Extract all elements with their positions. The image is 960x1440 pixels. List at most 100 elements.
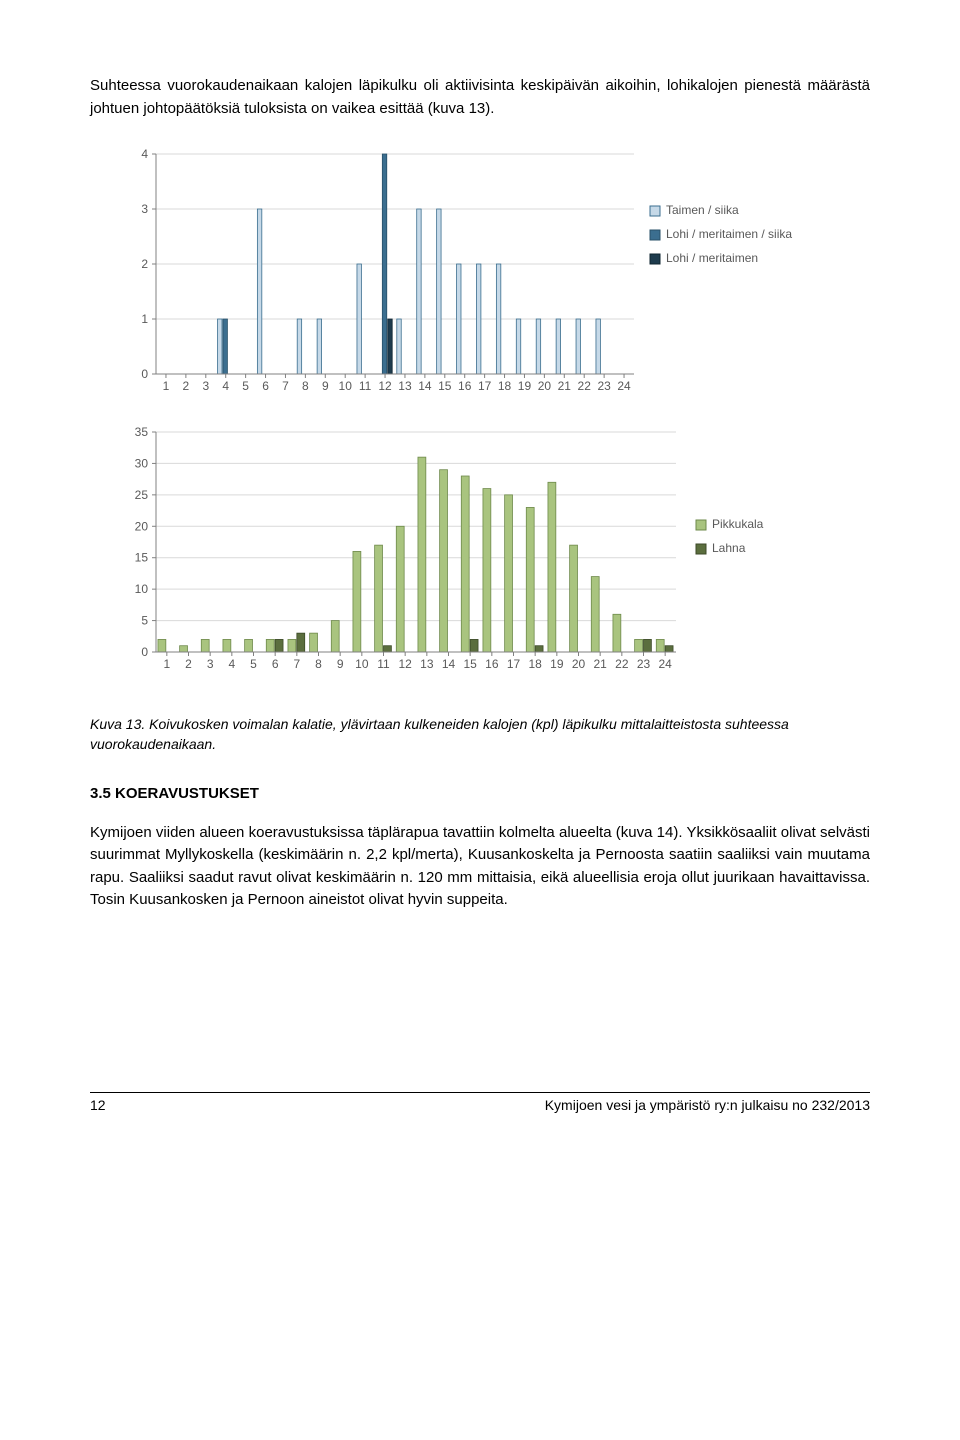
svg-text:3: 3 — [141, 202, 148, 216]
svg-text:14: 14 — [418, 379, 432, 393]
svg-text:8: 8 — [315, 657, 322, 671]
chart-1-container: 0123412345678910111213141516171819202122… — [120, 140, 840, 400]
svg-text:10: 10 — [135, 582, 149, 596]
svg-text:6: 6 — [262, 379, 269, 393]
svg-text:10: 10 — [339, 379, 353, 393]
bar — [526, 507, 534, 652]
svg-text:10: 10 — [355, 657, 369, 671]
svg-text:6: 6 — [272, 657, 279, 671]
svg-text:18: 18 — [498, 379, 512, 393]
svg-text:1: 1 — [163, 379, 170, 393]
bar — [397, 319, 401, 374]
bar — [536, 319, 540, 374]
svg-text:13: 13 — [420, 657, 434, 671]
bar — [357, 264, 361, 374]
bar — [496, 264, 500, 374]
section-heading: 3.5 KOERAVUSTUKSET — [90, 785, 870, 802]
bar — [635, 639, 643, 652]
svg-text:24: 24 — [617, 379, 631, 393]
legend-label: Pikkukala — [712, 517, 764, 531]
bar — [418, 457, 426, 652]
svg-text:22: 22 — [578, 379, 592, 393]
svg-text:16: 16 — [458, 379, 472, 393]
bar — [505, 495, 513, 652]
svg-text:7: 7 — [293, 657, 300, 671]
svg-text:13: 13 — [398, 379, 412, 393]
svg-text:21: 21 — [558, 379, 572, 393]
bar — [665, 646, 673, 652]
legend-swatch — [696, 520, 706, 530]
svg-text:19: 19 — [518, 379, 532, 393]
svg-text:9: 9 — [337, 657, 344, 671]
legend-swatch — [650, 206, 660, 216]
svg-text:11: 11 — [377, 657, 390, 671]
chart-1: 0123412345678910111213141516171819202122… — [120, 140, 840, 400]
svg-text:9: 9 — [322, 379, 329, 393]
bar — [353, 551, 361, 652]
svg-text:5: 5 — [250, 657, 257, 671]
svg-text:20: 20 — [572, 657, 586, 671]
svg-text:2: 2 — [183, 379, 190, 393]
svg-text:22: 22 — [615, 657, 629, 671]
svg-text:23: 23 — [637, 657, 651, 671]
svg-text:5: 5 — [141, 614, 148, 628]
svg-text:30: 30 — [135, 456, 149, 470]
legend-label: Taimen / siika — [666, 203, 739, 217]
legend-label: Lohi / meritaimen / siika — [666, 227, 792, 241]
page-footer: 12 Kymijoen vesi ja ympäristö ry:n julka… — [90, 1092, 870, 1113]
bar — [310, 633, 318, 652]
bar — [656, 639, 664, 652]
bar — [548, 482, 556, 652]
bar — [317, 319, 321, 374]
legend-swatch — [650, 254, 660, 264]
svg-text:2: 2 — [185, 657, 192, 671]
bar — [417, 209, 421, 374]
bar — [158, 639, 166, 652]
bar — [516, 319, 520, 374]
svg-text:17: 17 — [478, 379, 492, 393]
svg-text:20: 20 — [135, 519, 149, 533]
svg-text:8: 8 — [302, 379, 309, 393]
svg-text:3: 3 — [207, 657, 214, 671]
bar — [297, 633, 305, 652]
svg-text:15: 15 — [463, 657, 477, 671]
bar — [570, 545, 578, 652]
chart-2: 0510152025303512345678910111213141516171… — [120, 418, 840, 678]
bar — [388, 319, 392, 374]
svg-text:12: 12 — [378, 379, 392, 393]
bar — [223, 319, 227, 374]
bar — [275, 639, 283, 652]
legend-swatch — [650, 230, 660, 240]
svg-text:0: 0 — [141, 645, 148, 659]
svg-text:4: 4 — [228, 657, 235, 671]
legend-swatch — [696, 544, 706, 554]
svg-text:25: 25 — [135, 488, 149, 502]
bar — [461, 476, 469, 652]
svg-text:7: 7 — [282, 379, 289, 393]
svg-text:24: 24 — [658, 657, 672, 671]
svg-text:12: 12 — [398, 657, 412, 671]
bar — [396, 526, 404, 652]
svg-text:11: 11 — [359, 379, 372, 393]
bar — [245, 639, 253, 652]
page-number: 12 — [90, 1097, 106, 1113]
svg-text:3: 3 — [202, 379, 209, 393]
svg-text:1: 1 — [141, 312, 148, 326]
bar — [437, 209, 441, 374]
svg-text:0: 0 — [141, 367, 148, 381]
bar — [576, 319, 580, 374]
bar — [613, 614, 621, 652]
bar — [476, 264, 480, 374]
bar — [180, 646, 188, 652]
bar — [596, 319, 600, 374]
bar — [288, 639, 296, 652]
svg-text:18: 18 — [528, 657, 542, 671]
bar — [382, 154, 386, 374]
bar — [440, 470, 448, 652]
bar — [535, 646, 543, 652]
legend-label: Lahna — [712, 541, 746, 555]
bar — [297, 319, 301, 374]
svg-text:23: 23 — [597, 379, 611, 393]
svg-text:35: 35 — [135, 425, 149, 439]
bar — [470, 639, 478, 652]
